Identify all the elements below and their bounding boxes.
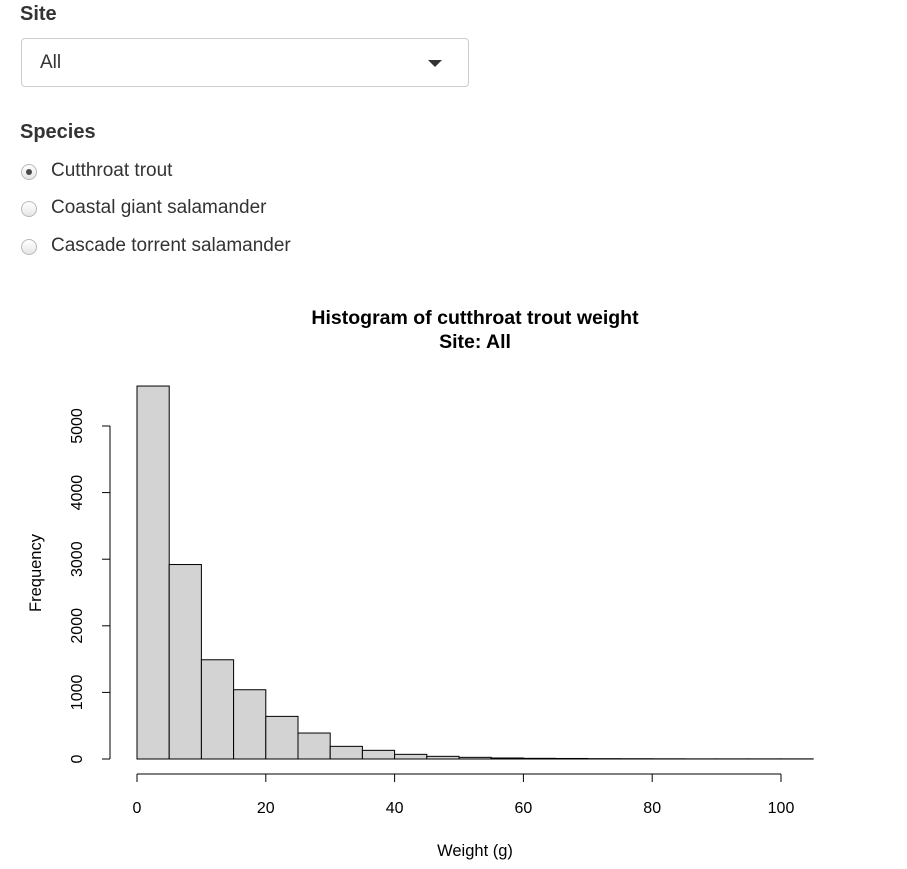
- site-label: Site: [20, 3, 57, 25]
- x-tick-label: 60: [515, 800, 533, 817]
- histogram-bar: [297, 732, 331, 760]
- radio-dot: [26, 169, 32, 175]
- histogram-bar: [458, 756, 492, 760]
- histogram-bar: [200, 659, 235, 760]
- y-tick-label: 3000: [69, 541, 86, 577]
- x-axis-title: Weight (g): [437, 842, 513, 860]
- histogram-bar: [168, 564, 202, 760]
- histogram-bar: [394, 753, 428, 760]
- y-axis-title: Frequency: [27, 533, 45, 612]
- histogram-bar: [490, 757, 524, 760]
- histogram-bar: [522, 757, 557, 760]
- radio-label: Cascade torrent salamander: [51, 235, 291, 256]
- chevron-down-icon: [428, 60, 442, 67]
- y-tick-label: 5000: [69, 408, 86, 444]
- x-axis: 0 20 40 60 80 100: [133, 773, 795, 817]
- y-tick-label: 0: [69, 754, 86, 763]
- radio-button-checked[interactable]: [21, 164, 37, 180]
- histogram-bar: [233, 689, 267, 760]
- y-axis: 0 1000 2000 3000 4000 5000: [69, 408, 111, 763]
- histogram-bar: [265, 715, 299, 760]
- x-tick-label: 20: [257, 800, 275, 817]
- x-tick-label: 0: [133, 800, 142, 817]
- histogram-bar: [361, 749, 396, 760]
- radio-button[interactable]: [21, 201, 37, 217]
- x-tick-label: 40: [386, 800, 404, 817]
- histogram-bar: [426, 755, 460, 760]
- species-label: Species: [20, 121, 96, 143]
- x-tick-label: 100: [768, 800, 795, 817]
- x-tick-label: 80: [643, 800, 661, 817]
- histogram-bar: [555, 757, 589, 760]
- radio-button[interactable]: [21, 239, 37, 255]
- bars-layer: [136, 385, 814, 760]
- radio-label: Coastal giant salamander: [51, 197, 267, 218]
- site-select-value: All: [40, 52, 62, 73]
- radio-label: Cutthroat trout: [51, 160, 173, 181]
- chart-subtitle: Site: All: [439, 331, 511, 353]
- y-tick-label: 1000: [69, 675, 86, 711]
- y-tick-label: 2000: [69, 608, 86, 644]
- y-tick-label: 4000: [69, 475, 86, 511]
- histogram-bar: [136, 385, 170, 760]
- site-select[interactable]: All: [21, 38, 469, 87]
- chart-title: Histogram of cutthroat trout weight: [311, 307, 639, 329]
- histogram-bar: [329, 745, 363, 760]
